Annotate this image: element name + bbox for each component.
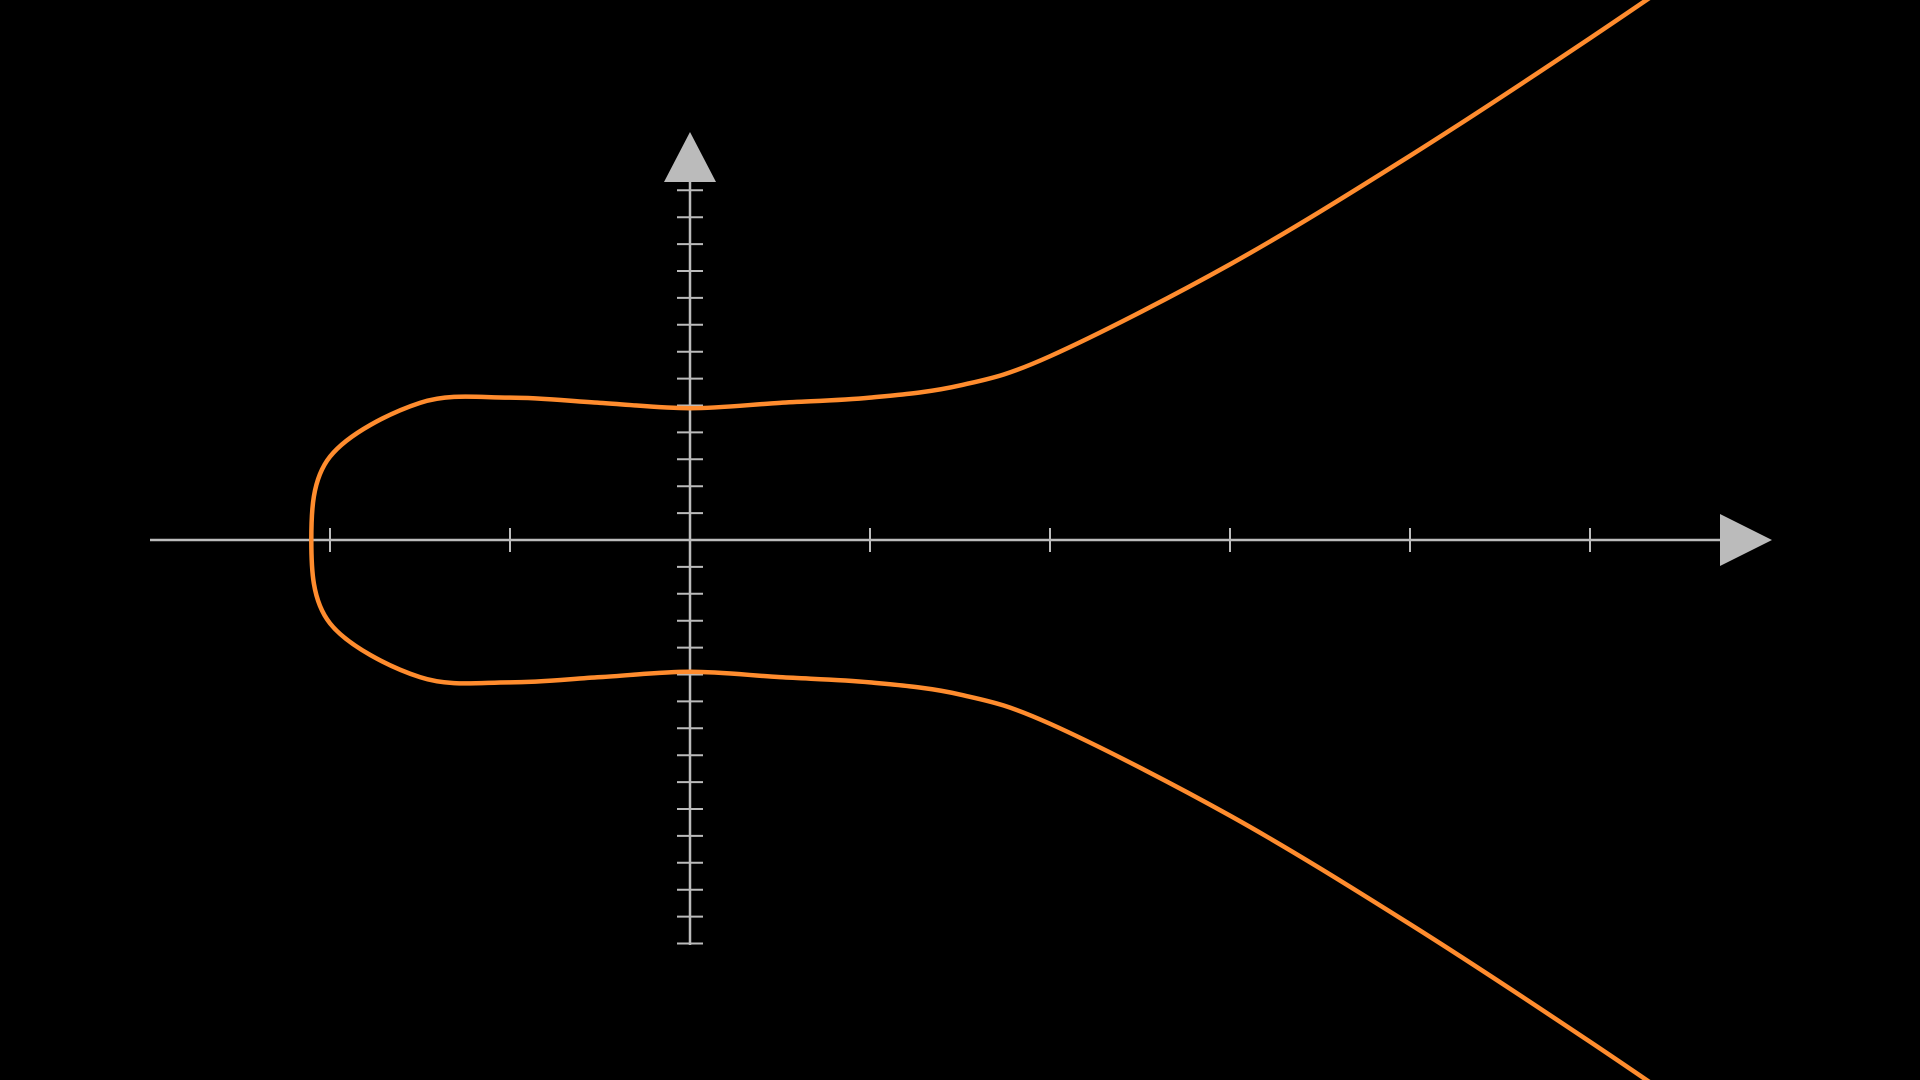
- x-axis-arrow-icon: [1720, 514, 1772, 566]
- series-line-elliptic-curve: [309, 0, 1651, 1080]
- axes-layer: [150, 132, 1772, 945]
- y-axis-arrow-icon: [664, 132, 716, 182]
- curve-layer: [309, 0, 1651, 1080]
